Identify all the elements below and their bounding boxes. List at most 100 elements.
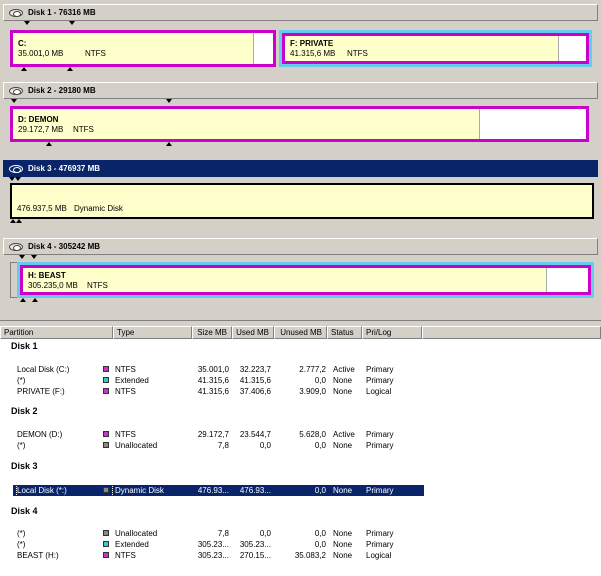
disk-1-map: Disk 1 - 76316 MB C: 35.001,0 MB NTFS F:… — [0, 4, 601, 76]
partition-name: F: PRIVATE — [290, 39, 334, 48]
marker-icon — [31, 255, 37, 259]
disk-4-header[interactable]: Disk 4 - 305242 MB — [3, 238, 598, 255]
marker-icon — [46, 142, 52, 146]
column-header-partition[interactable]: Partition — [0, 326, 113, 339]
partition-f-extended[interactable]: F: PRIVATE 41.315,6 MB NTFS — [279, 30, 592, 67]
hard-disk-icon — [9, 165, 23, 173]
free-space-area — [253, 33, 273, 64]
cell-size: 305.23... — [197, 551, 229, 560]
column-header-status[interactable]: Status — [327, 326, 362, 339]
cell-size: 35.001,0 — [197, 365, 229, 374]
partition-size: 35.001,0 MB — [18, 49, 64, 58]
table-row[interactable]: PRIVATE (F:) NTFS 41.315,6 37.406,6 3.909,0 N… — [0, 386, 601, 397]
marker-icon — [166, 142, 172, 146]
cell-partition: (*) — [17, 441, 26, 450]
marker-icon — [166, 99, 172, 103]
partition-size: 476.937,5 MB — [17, 204, 67, 213]
cell-used: 32.223,7 — [239, 365, 271, 374]
marker-icon — [69, 21, 75, 25]
table-row[interactable]: (*) Extended 41.315,6 41.315,6 0,0 None Primar… — [0, 375, 601, 386]
table-row[interactable]: DEMON (D:) NTFS 29.172,7 23.544,7 5.628,0 Act… — [0, 429, 601, 440]
column-header-used[interactable]: Used MB — [232, 326, 274, 339]
cell-status: None — [333, 387, 353, 396]
partition-fs: NTFS — [85, 49, 106, 58]
cell-partition: Local Disk (C:) — [17, 365, 70, 374]
marker-icon — [15, 177, 21, 181]
disk-title: Disk 4 - 305242 MB — [28, 242, 101, 251]
cell-type: Extended — [103, 539, 180, 550]
cell-used: 41.315,6 — [239, 376, 271, 385]
column-header-prilog[interactable]: Pri/Log — [362, 326, 422, 339]
partition-name: H: BEAST — [28, 271, 66, 280]
free-space-area — [479, 109, 586, 139]
table-row[interactable]: BEAST (H:) NTFS 305.23... 270.15... 35.083,2… — [0, 550, 601, 561]
type-label: Extended — [115, 540, 149, 549]
table-row[interactable]: (*) Unallocated 7,8 0,0 0,0 None Primary — [0, 528, 601, 539]
partition-c[interactable]: C: 35.001,0 MB NTFS — [10, 30, 276, 67]
cell-partition: PRIVATE (F:) — [17, 387, 65, 396]
cell-prilog: Primary — [366, 365, 394, 374]
free-space-area — [546, 268, 588, 292]
table-row[interactable]: Local Disk (C:) NTFS 35.001,0 32.223,7 2.777… — [0, 364, 601, 375]
column-header-unused[interactable]: Unused MB — [274, 326, 327, 339]
cell-partition: (*) — [17, 540, 26, 549]
partition-h[interactable]: H: BEAST 305.235,0 MB NTFS — [20, 265, 591, 295]
cell-status: None — [333, 540, 353, 549]
type-color-icon — [103, 529, 109, 536]
hard-disk-icon — [9, 243, 23, 251]
partition-dynamic[interactable]: 476.937,5 MB Dynamic Disk — [10, 183, 594, 219]
disk-title: Disk 3 - 476937 MB — [28, 164, 101, 173]
partition-f[interactable]: F: PRIVATE 41.315,6 MB NTFS — [282, 33, 589, 64]
disk-2-header[interactable]: Disk 2 - 29180 MB — [3, 82, 598, 99]
disk-3-header[interactable]: Disk 3 - 476937 MB — [3, 160, 598, 177]
disk-4-map: Disk 4 - 305242 MB H: BEAST 305.235,0 MB… — [0, 238, 601, 310]
marker-icon — [10, 219, 16, 223]
cell-unused: 0,0 — [314, 441, 326, 450]
cell-type: NTFS — [103, 364, 180, 375]
column-header-type[interactable]: Type — [113, 326, 192, 339]
group-label: Disk 4 — [11, 506, 38, 516]
marker-icon — [21, 67, 27, 71]
cell-type: Dynamic Disk — [103, 485, 180, 496]
cell-partition: Local Disk (*:) — [16, 484, 113, 497]
partition-size: 29.172,7 MB — [18, 125, 64, 134]
marker-icon — [67, 67, 73, 71]
partition-name: C: — [18, 39, 27, 48]
cell-size: 7,8 — [217, 441, 229, 450]
cell-prilog: Primary — [366, 376, 394, 385]
cell-used: 476.93... — [239, 486, 271, 495]
splitter[interactable] — [0, 320, 601, 326]
table-row[interactable]: Local Disk (*:) Dynamic Disk 476.93... 476.… — [13, 484, 424, 497]
cell-partition: DEMON (D:) — [17, 430, 63, 439]
group-label: Disk 2 — [11, 406, 38, 416]
free-space-area — [558, 36, 586, 61]
cell-unused: 5.628,0 — [299, 430, 326, 439]
cell-prilog: Logical — [366, 551, 392, 560]
marker-icon — [19, 255, 25, 259]
partition-fs: NTFS — [73, 125, 94, 134]
marker-icon — [11, 99, 17, 103]
type-label: Unallocated — [115, 441, 158, 450]
partition-size: 305.235,0 MB — [28, 281, 78, 290]
cell-type: NTFS — [103, 550, 180, 561]
disk-title: Disk 1 - 76316 MB — [28, 8, 96, 17]
cell-unused: 0,0 — [314, 376, 326, 385]
cell-status: None — [333, 376, 353, 385]
column-header-empty — [422, 326, 601, 339]
column-header-size[interactable]: Size MB — [192, 326, 232, 339]
type-color-icon — [103, 551, 109, 558]
cell-unused: 2.777,2 — [299, 365, 326, 374]
partition-h-extended[interactable]: H: BEAST 305.235,0 MB NTFS — [17, 262, 594, 298]
partition-fs: NTFS — [347, 49, 368, 58]
disk-3-map: Disk 3 - 476937 MB 476.937,5 MB Dynamic … — [0, 160, 601, 230]
cell-size: 29.172,7 — [197, 430, 229, 439]
cell-unused: 0,0 — [314, 486, 326, 495]
cell-used: 23.544,7 — [239, 430, 271, 439]
partition-d[interactable]: D: DEMON 29.172,7 MB NTFS — [10, 106, 589, 142]
table-row[interactable]: (*) Unallocated 7,8 0,0 0,0 None Primary — [0, 440, 601, 451]
cell-unused: 0,0 — [314, 540, 326, 549]
table-row[interactable]: (*) Extended 305.23... 305.23... 0,0 None Prim… — [0, 539, 601, 550]
disk-1-header[interactable]: Disk 1 - 76316 MB — [3, 4, 598, 21]
cell-type: Extended — [103, 375, 180, 386]
type-label: Dynamic Disk — [115, 486, 164, 495]
